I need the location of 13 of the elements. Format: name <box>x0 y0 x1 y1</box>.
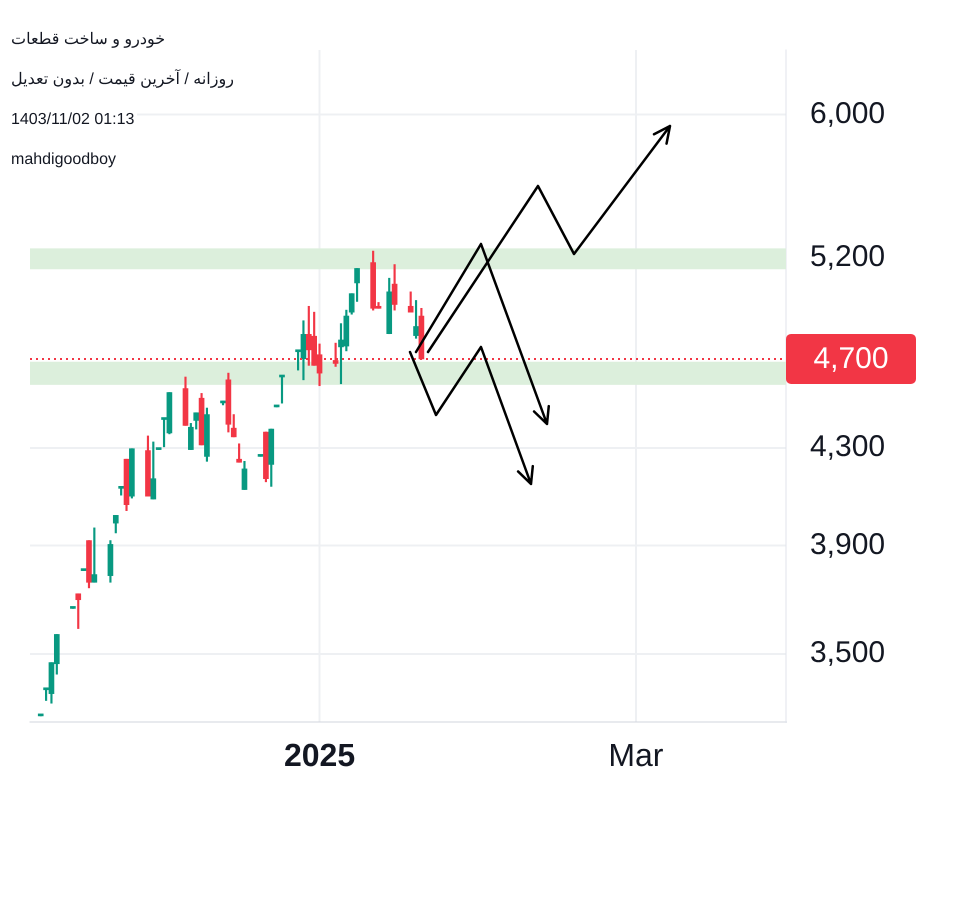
y-tick-label: 4,300 <box>810 430 886 464</box>
annotation: mahdigoodboy <box>8 140 119 180</box>
x-tick-label: Mar <box>608 737 664 774</box>
y-tick-label: 5,200 <box>810 240 886 274</box>
text: روزانه / آخرین قیمت / بدون تعدیل <box>8 60 237 100</box>
y-tick-label: 3,500 <box>810 636 886 670</box>
y-tick-label: 6,000 <box>810 96 886 130</box>
annotation: 1403/11/02 01:13 <box>8 100 138 140</box>
chart-title: خودرو و ساخت قطعات <box>8 20 168 60</box>
candlestick <box>75 593 82 629</box>
y-tick-label: 3,900 <box>810 528 886 561</box>
x-tick-label: 2025 <box>284 737 356 774</box>
ref-line-label: 4,700 <box>813 342 889 376</box>
